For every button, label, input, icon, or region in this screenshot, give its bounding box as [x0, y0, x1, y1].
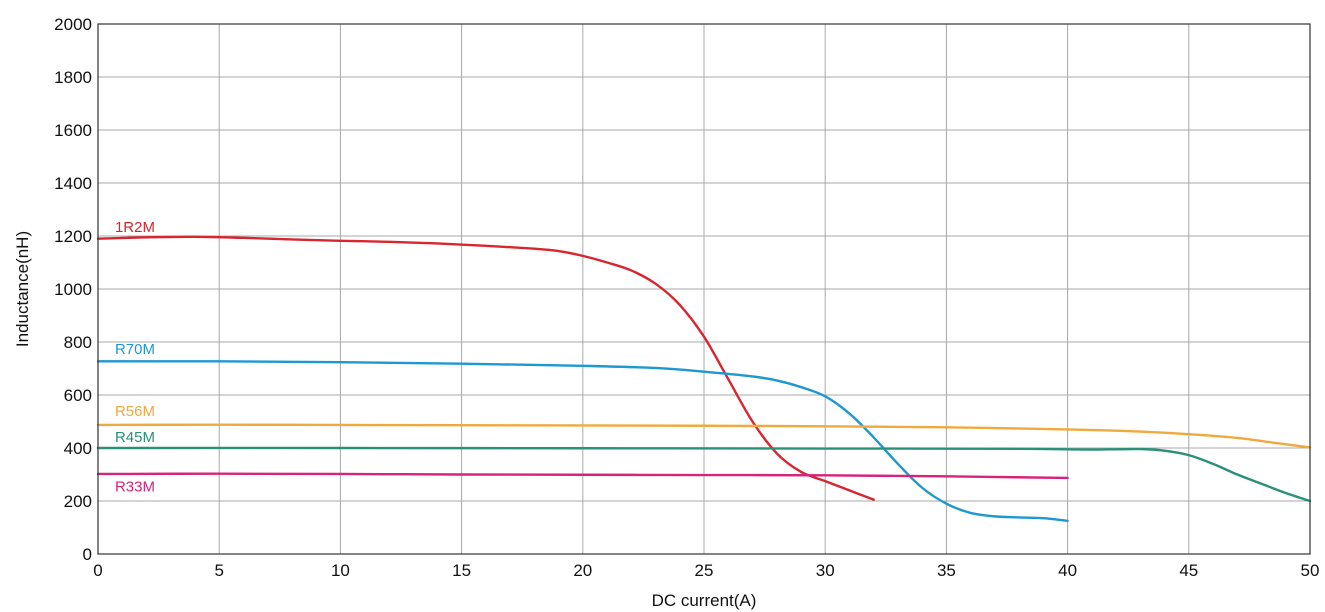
x-tick-label: 45 — [1179, 561, 1198, 580]
series-label-r56m: R56M — [115, 403, 155, 420]
x-axis-title: DC current(A) — [652, 591, 757, 610]
series-r56m-line — [96, 423, 1312, 449]
series-label-r45m: R45M — [115, 429, 155, 446]
y-tick-label: 400 — [64, 439, 92, 458]
x-tick-label: 5 — [214, 561, 223, 580]
curve-layer — [96, 235, 1312, 523]
series-r45m-line — [96, 446, 1312, 503]
series-label-layer: 1R2M R70M R56M R45M R33M — [115, 219, 155, 496]
y-tick-label: 2000 — [54, 15, 92, 34]
x-tick-label: 40 — [1058, 561, 1077, 580]
x-tick-label: 20 — [573, 561, 592, 580]
tick-label-layer: 0 5 10 15 20 25 30 35 40 45 50 0 200 400 600 800 1000 120… — [54, 15, 1319, 580]
y-tick-label: 1200 — [54, 227, 92, 246]
y-tick-label: 600 — [64, 386, 92, 405]
y-tick-label: 1800 — [54, 68, 92, 87]
y-tick-label: 0 — [83, 545, 92, 564]
series-r70m-line — [96, 360, 1069, 523]
x-tick-label: 10 — [331, 561, 350, 580]
y-tick-label: 1400 — [54, 174, 92, 193]
x-tick-label: 25 — [695, 561, 714, 580]
series-label-r33m: R33M — [115, 479, 155, 496]
y-tick-label: 200 — [64, 492, 92, 511]
y-tick-label: 1600 — [54, 121, 92, 140]
x-tick-label: 50 — [1301, 561, 1320, 580]
x-tick-label: 15 — [452, 561, 471, 580]
x-tick-label: 30 — [816, 561, 835, 580]
x-tick-label: 35 — [937, 561, 956, 580]
series-1r2m-line — [96, 235, 875, 501]
series-label-r70m: R70M — [115, 341, 155, 358]
plot-frame — [97, 23, 1311, 555]
y-axis-title: Inductance(nH) — [13, 231, 32, 347]
series-label-1r2m: 1R2M — [115, 219, 155, 236]
x-tick-label: 0 — [93, 561, 102, 580]
y-tick-label: 1000 — [54, 280, 92, 299]
series-r33m-line — [96, 472, 1069, 480]
y-tick-label: 800 — [64, 333, 92, 352]
